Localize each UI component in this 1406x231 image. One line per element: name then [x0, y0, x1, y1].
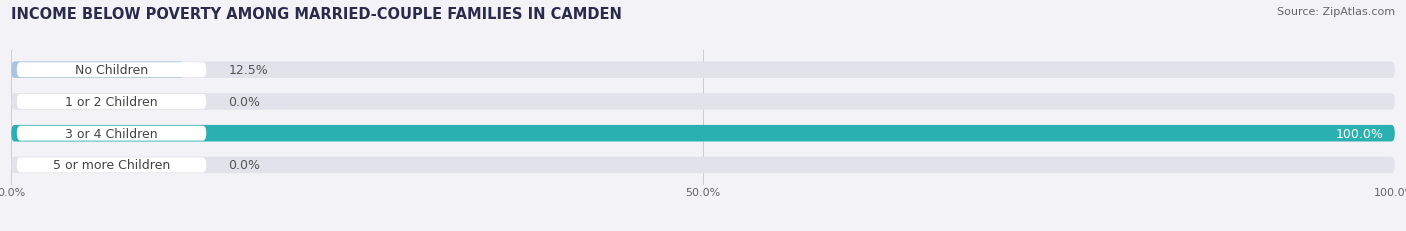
Text: 12.5%: 12.5%	[228, 64, 269, 77]
Text: 1 or 2 Children: 1 or 2 Children	[65, 96, 157, 109]
Text: No Children: No Children	[75, 64, 148, 77]
FancyBboxPatch shape	[11, 62, 1395, 79]
FancyBboxPatch shape	[17, 63, 207, 78]
FancyBboxPatch shape	[11, 125, 1395, 142]
FancyBboxPatch shape	[17, 94, 207, 109]
Text: INCOME BELOW POVERTY AMONG MARRIED-COUPLE FAMILIES IN CAMDEN: INCOME BELOW POVERTY AMONG MARRIED-COUPL…	[11, 7, 621, 22]
Text: 5 or more Children: 5 or more Children	[53, 159, 170, 172]
FancyBboxPatch shape	[17, 158, 207, 173]
FancyBboxPatch shape	[11, 157, 1395, 173]
FancyBboxPatch shape	[17, 126, 207, 141]
Text: Source: ZipAtlas.com: Source: ZipAtlas.com	[1277, 7, 1395, 17]
FancyBboxPatch shape	[11, 125, 1395, 142]
Text: 0.0%: 0.0%	[228, 96, 260, 109]
Text: 100.0%: 100.0%	[1336, 127, 1384, 140]
Text: 0.0%: 0.0%	[228, 159, 260, 172]
Text: 3 or 4 Children: 3 or 4 Children	[65, 127, 157, 140]
FancyBboxPatch shape	[11, 94, 1395, 110]
FancyBboxPatch shape	[11, 62, 184, 79]
